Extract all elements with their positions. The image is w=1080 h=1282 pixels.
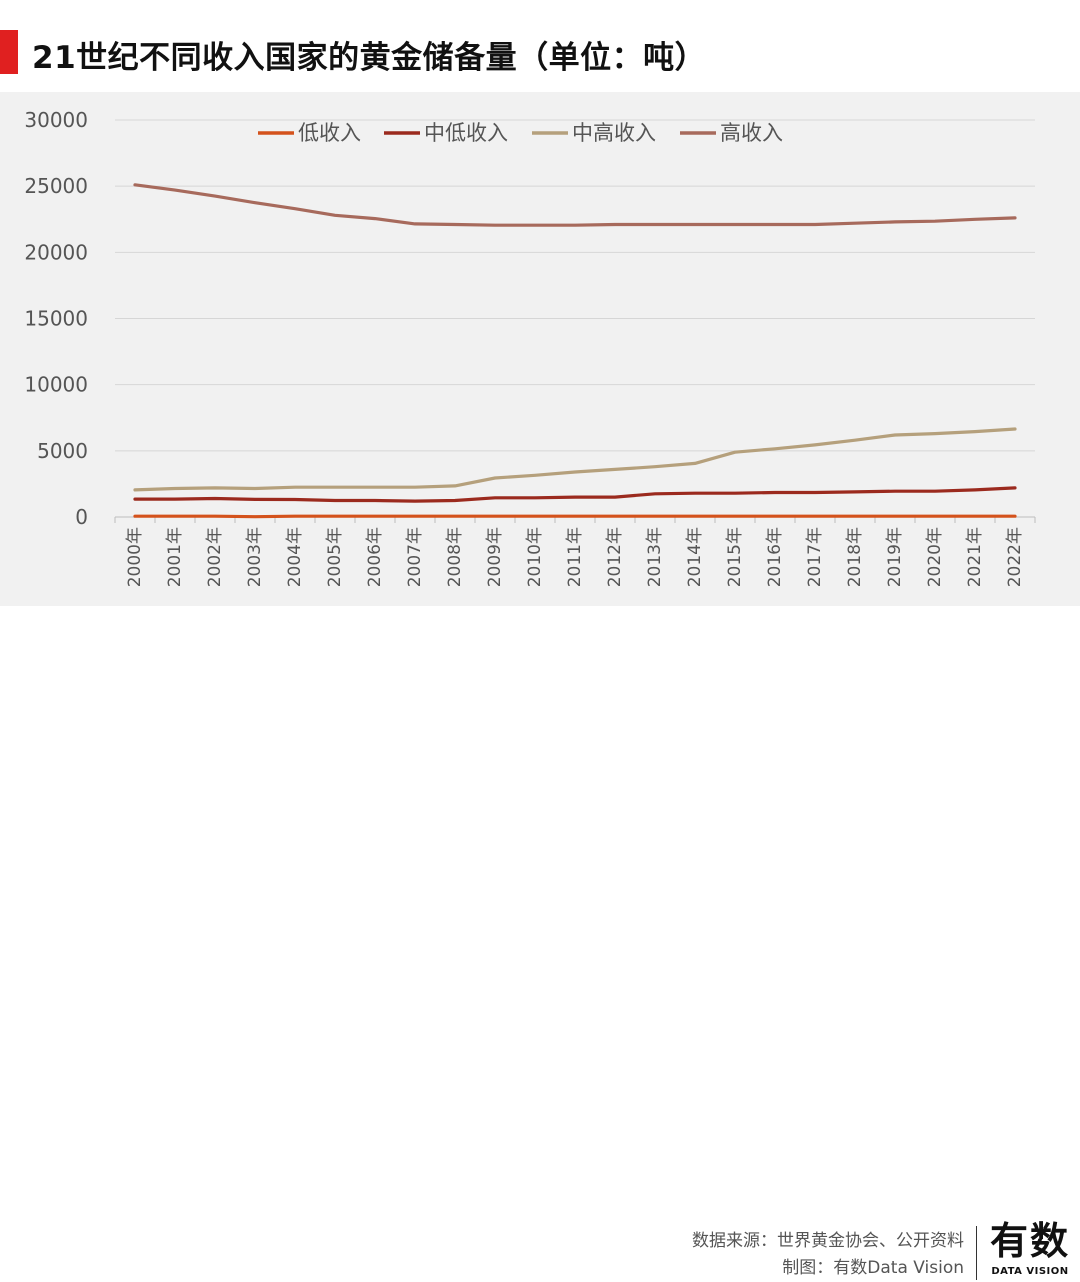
x-tick-label: 2022年	[1005, 527, 1025, 587]
y-tick-label: 10000	[24, 373, 88, 397]
legend-label: 中低收入	[424, 121, 508, 145]
x-tick-label: 2005年	[325, 527, 345, 587]
series-line-中低收入	[133, 486, 1017, 503]
brand-logo: 有数 DATA VISION	[984, 1218, 1076, 1277]
x-tick-label: 2011年	[565, 527, 585, 587]
x-tick-label: 2001年	[165, 527, 185, 587]
x-tick-label: 2009年	[485, 527, 505, 587]
x-tick-label: 2012年	[605, 527, 625, 587]
y-axis-ticks: 0 5000 10000 15000 20000 25000 30000	[24, 108, 88, 529]
y-tick-label: 25000	[24, 174, 88, 198]
logo-sub-text: DATA VISION	[991, 1266, 1069, 1277]
y-tick-label: 20000	[24, 240, 88, 264]
x-tick-label: 2004年	[285, 527, 305, 587]
x-axis: 2000年 2001年 2002年 2003年 2004年 2005年 2006年 2007年…	[114, 517, 1036, 587]
footer: 数据来源：世界黄金协会、公开资料 制图：有数Data Vision 有数 DAT…	[0, 606, 1080, 1280]
x-tick-label: 2016年	[765, 527, 785, 587]
x-tick-label: 2010年	[525, 527, 545, 587]
series-line-低收入	[133, 514, 1017, 519]
source-note: 数据来源：世界黄金协会、公开资料 制图：有数Data Vision	[692, 1228, 964, 1282]
x-tick-label: 2021年	[965, 527, 985, 587]
logo-main-text: 有数	[989, 1219, 1070, 1263]
y-tick-label: 15000	[24, 307, 88, 331]
x-tick-label: 2020年	[925, 527, 945, 587]
y-tick-label: 0	[75, 505, 88, 529]
x-tick-label: 2017年	[805, 527, 825, 587]
x-tick-label: 2013年	[645, 527, 665, 587]
legend-label: 高收入	[720, 121, 783, 145]
y-tick-label: 30000	[24, 108, 88, 132]
series-line-高收入	[133, 183, 1017, 227]
x-tick-label: 2008年	[445, 527, 465, 587]
gridlines	[115, 119, 1035, 518]
x-tick-label: 2018年	[845, 527, 865, 587]
series-line-中高收入	[133, 427, 1017, 492]
x-tick-label: 2000年	[125, 527, 145, 587]
legend-label: 低收入	[298, 121, 361, 145]
credit-line: 制图：有数Data Vision	[782, 1258, 964, 1278]
x-tick-label: 2006年	[365, 527, 385, 587]
source-line: 数据来源：世界黄金协会、公开资料	[692, 1231, 964, 1251]
line-chart: 0 5000 10000 15000 20000 25000 30000 2000年 2001…	[24, 108, 1036, 587]
header: 21世纪不同收入国家的黄金储备量（单位：吨）	[0, 0, 1080, 92]
footer-divider	[976, 1226, 977, 1280]
series-lines	[133, 183, 1017, 519]
plot-area	[0, 92, 1080, 606]
legend: 低收入 中低收入 中高收入 高收入	[258, 121, 783, 145]
page-title: 21世纪不同收入国家的黄金储备量（单位：吨）	[32, 40, 707, 76]
x-tick-label: 2002年	[205, 527, 225, 587]
x-tick-label: 2019年	[885, 527, 905, 587]
x-tick-label: 2003年	[245, 527, 265, 587]
x-tick-label: 2014年	[685, 527, 705, 587]
legend-label: 中高收入	[572, 121, 656, 145]
y-tick-label: 5000	[37, 439, 88, 463]
x-tick-label: 2007年	[405, 527, 425, 587]
x-tick-label: 2015年	[725, 527, 745, 587]
title-accent-bar	[0, 30, 18, 74]
